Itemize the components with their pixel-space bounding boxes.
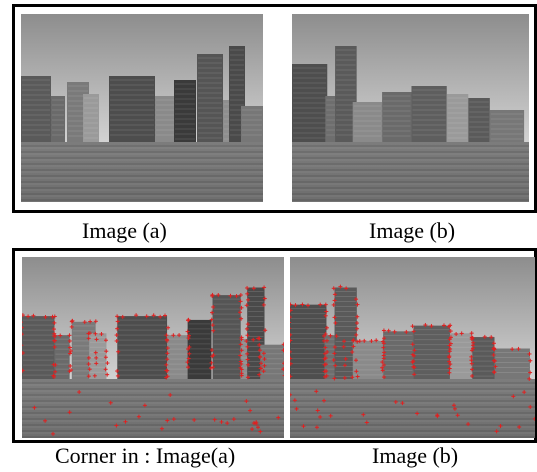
caption-image-b: Image (b) xyxy=(369,218,456,243)
photo-image-b xyxy=(292,14,529,202)
photo-corners-a xyxy=(22,257,284,438)
caption-corners-a: Corner in : Image(a) xyxy=(55,443,236,468)
photo-image-a xyxy=(21,14,263,202)
photo-corners-b xyxy=(290,257,535,438)
caption-corners-b: Image (b) xyxy=(372,443,459,468)
caption-image-a: Image (a) xyxy=(82,218,167,243)
